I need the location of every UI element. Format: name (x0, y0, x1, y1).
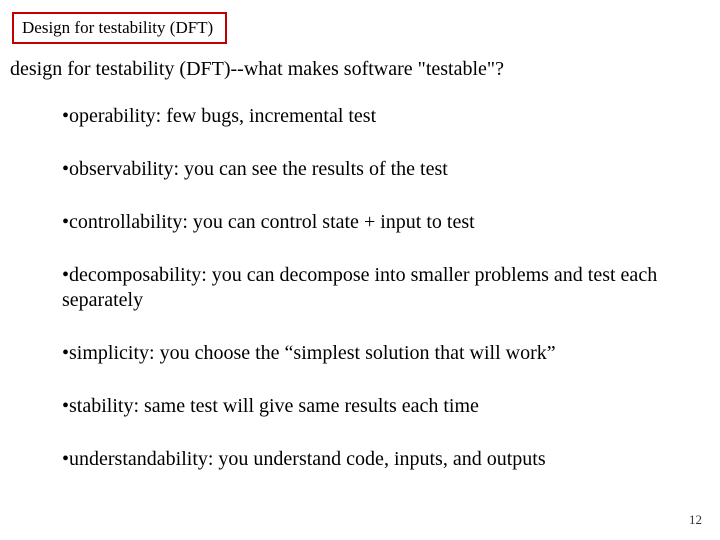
list-item: •observability: you can see the results … (62, 157, 696, 182)
page-number: 12 (689, 512, 702, 528)
list-item-text: stability: same test will give same resu… (69, 395, 479, 417)
bullet-icon: • (62, 448, 69, 470)
bullet-icon: • (62, 211, 69, 233)
list-item-text: observability: you can see the results o… (69, 158, 448, 180)
intro-text: design for testability (DFT)--what makes… (10, 58, 504, 81)
bullet-icon: • (62, 264, 69, 286)
slide-title-text: Design for testability (DFT) (22, 18, 213, 37)
list-item-text: simplicity: you choose the “simplest sol… (69, 342, 556, 364)
bullet-icon: • (62, 342, 69, 364)
list-item: •stability: same test will give same res… (62, 394, 696, 419)
list-item: •operability: few bugs, incremental test (62, 104, 696, 129)
bullet-icon: • (62, 395, 69, 417)
bullet-list: •operability: few bugs, incremental test… (62, 104, 696, 472)
list-item: •understandability: you understand code,… (62, 447, 696, 472)
list-item-text: operability: few bugs, incremental test (69, 105, 376, 127)
list-item: •decomposability: you can decompose into… (62, 263, 696, 313)
slide-title-box: Design for testability (DFT) (12, 12, 227, 44)
list-item: •simplicity: you choose the “simplest so… (62, 341, 696, 366)
list-item: •controllability: you can control state … (62, 210, 696, 235)
list-item-text: understandability: you understand code, … (69, 448, 546, 470)
bullet-icon: • (62, 158, 69, 180)
list-item-text: controllability: you can control state +… (69, 211, 475, 233)
bullet-icon: • (62, 105, 69, 127)
list-item-text: decomposability: you can decompose into … (62, 264, 657, 311)
